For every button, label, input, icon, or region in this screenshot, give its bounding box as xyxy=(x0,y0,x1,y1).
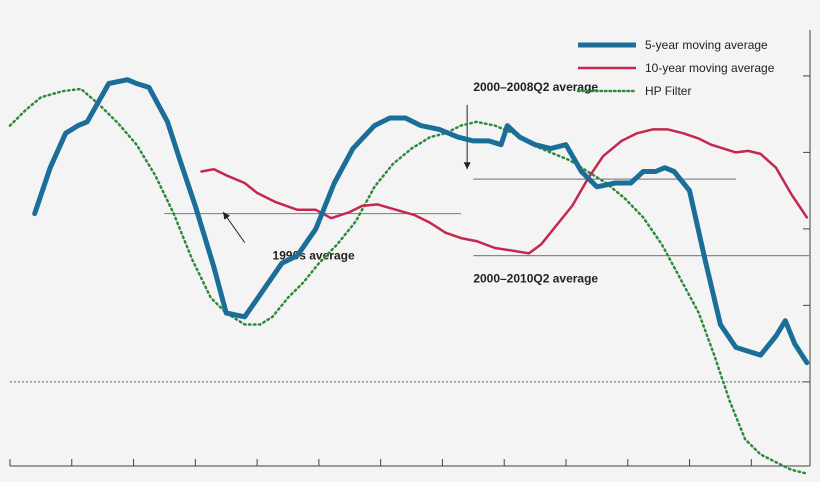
series-line-hp-filter xyxy=(8,87,809,475)
x-tick-group xyxy=(9,459,811,466)
y-tick-group xyxy=(803,75,810,383)
series-line-5-year-moving-average xyxy=(32,77,810,366)
avg-2000-2008q2-label: 2000–2008Q2 average xyxy=(473,80,598,94)
avg-2000-2008q2-arrow-head xyxy=(463,162,471,170)
legend-label-10yr: 10-year moving average xyxy=(645,61,775,75)
legend: 5-year moving average 10-year moving ave… xyxy=(576,38,775,98)
avg-2000-2010q2-label: 2000–2010Q2 average xyxy=(473,271,598,285)
axes xyxy=(9,30,811,467)
series-line-10-year-moving-average xyxy=(200,128,809,255)
legend-label-hp: HP Filter xyxy=(645,84,691,98)
legend-label-5yr: 5-year moving average xyxy=(645,38,768,52)
series-group xyxy=(8,77,810,475)
avg-1990s-arrow-head xyxy=(223,212,231,220)
